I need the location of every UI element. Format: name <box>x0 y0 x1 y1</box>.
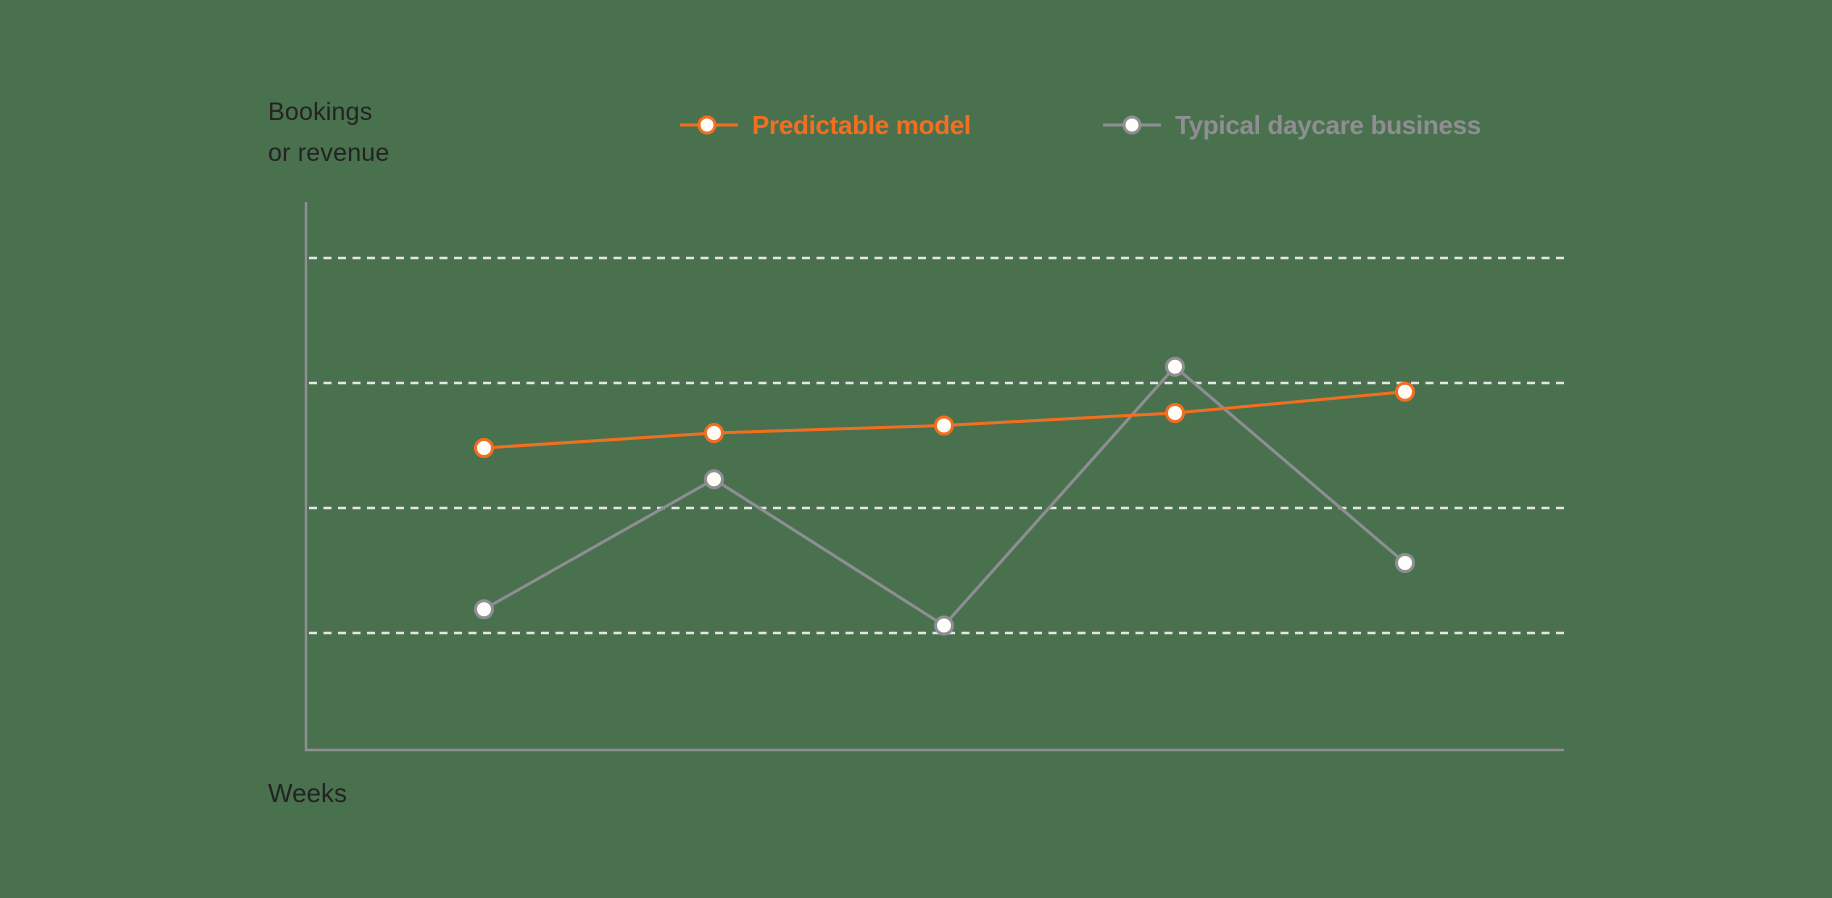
data-point-marker <box>1165 356 1185 377</box>
x-axis-label: Weeks <box>268 778 347 808</box>
y-axis-label-line-1: Bookings <box>268 98 373 126</box>
data-point-marker <box>1165 403 1185 423</box>
data-point-marker <box>704 423 724 443</box>
axis-lines <box>304 202 1564 752</box>
y-axis-label: Bookings or revenue <box>268 92 390 174</box>
data-point-marker <box>1395 381 1415 402</box>
axes <box>304 202 1564 752</box>
gridlines <box>309 256 1564 635</box>
legend-item-predictable-model: Predictable model <box>680 109 971 141</box>
data-point-marker <box>1395 553 1415 573</box>
data-point-marker <box>934 615 954 636</box>
legend-label: Predictable model <box>752 109 971 140</box>
legend-line-marker-icon <box>1103 115 1161 135</box>
legend-line-marker-icon <box>680 115 738 135</box>
data-point-marker <box>704 469 724 490</box>
legend-item-typical-daycare: Typical daycare business <box>1103 109 1481 141</box>
legend-label: Typical daycare business <box>1175 109 1481 140</box>
y-axis-label-line-2: or revenue <box>268 139 390 167</box>
series <box>474 356 1415 636</box>
data-point-marker <box>474 599 494 620</box>
data-point-marker <box>934 415 954 436</box>
data-point-marker <box>474 438 494 458</box>
